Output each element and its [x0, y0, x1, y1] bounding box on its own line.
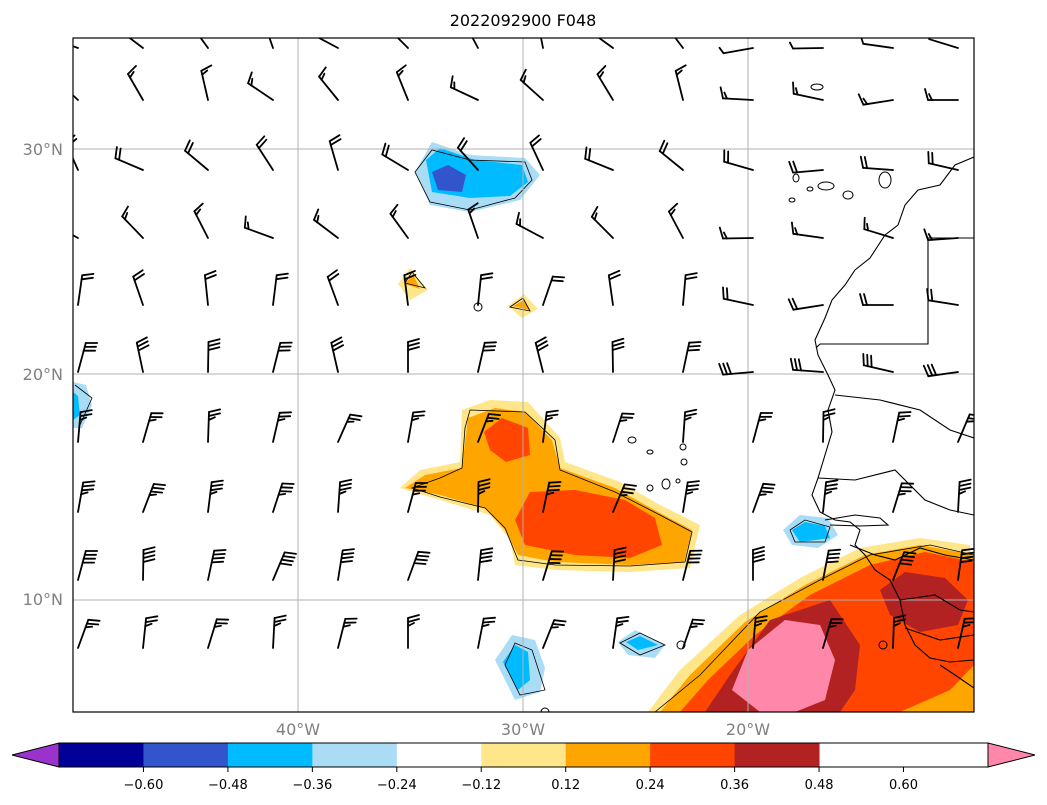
colorbar-tick-label: 0.36 — [720, 778, 749, 793]
lon-label-30w: 30°W — [501, 720, 545, 739]
colorbar-bin — [734, 743, 820, 767]
coastlines — [811, 156, 974, 689]
colorbar-tick-label: −0.60 — [124, 778, 164, 793]
colorbar-tick-label: −0.48 — [208, 778, 248, 793]
colorbar-tick-label: 0.24 — [636, 778, 665, 793]
colorbar: −0.60 −0.48 −0.36 −0.24 −0.12 0.12 0.24 0.36 0.4… — [11, 742, 1036, 793]
colorbar-bin — [312, 743, 398, 767]
lat-label-30n: 30°N — [23, 140, 63, 159]
colorbar-bin — [565, 743, 651, 767]
map-frame — [72, 37, 975, 713]
colorbar-bin — [650, 743, 736, 767]
colorbar-tick-label: 0.48 — [805, 778, 834, 793]
islands — [473, 83, 892, 712]
lon-label-20w: 20°W — [726, 720, 770, 739]
wind-barbs — [73, 38, 974, 649]
colorbar-tick-label: −0.36 — [292, 778, 332, 793]
map-layers — [73, 38, 974, 712]
colorbar-bin — [481, 743, 567, 767]
colorbar-tick-label: −0.24 — [377, 778, 417, 793]
colorbar-tick-label: 0.12 — [551, 778, 580, 793]
lat-label-10n: 10°N — [23, 590, 63, 609]
colorbar-bin — [143, 743, 229, 767]
colorbar-tick-label: 0.60 — [889, 778, 918, 793]
colorbar-extend-max — [987, 742, 1036, 768]
colorbar-frame — [58, 742, 989, 768]
colorbar-extend-min — [11, 742, 60, 768]
gridlines — [73, 38, 974, 712]
colorbar-ticks: −0.60 −0.48 −0.36 −0.24 −0.12 0.12 0.24 0.36 0.4… — [124, 767, 918, 793]
colorbar-bin — [59, 743, 144, 767]
colorbar-bins — [59, 743, 820, 767]
colorbar-bin — [396, 743, 482, 767]
map-title: 2022092900 F048 — [450, 11, 597, 30]
colorbar-tick-label: −0.12 — [461, 778, 501, 793]
lon-label-40w: 40°W — [276, 720, 320, 739]
colorbar-bin — [227, 743, 313, 767]
lat-label-20n: 20°N — [23, 365, 63, 384]
